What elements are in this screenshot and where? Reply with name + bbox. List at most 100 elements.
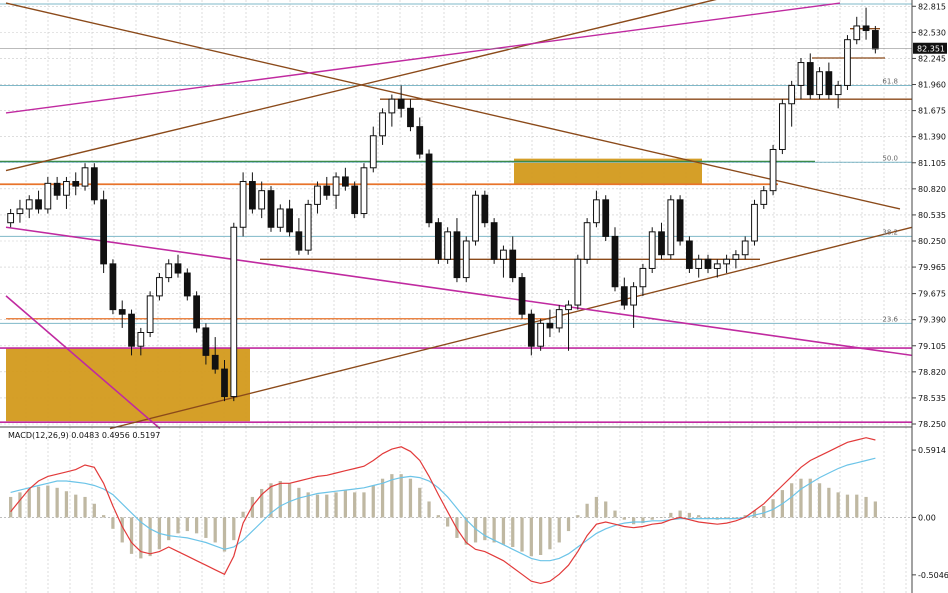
macd-histogram-bar-13 — [129, 517, 134, 554]
candle-2 — [25, 195, 33, 219]
macd-histogram-bar-84 — [790, 483, 794, 518]
candle-20 — [193, 291, 200, 333]
candle-body-1 — [16, 208, 24, 215]
macd-histogram-bar-90 — [845, 494, 850, 518]
candle-body-29 — [276, 208, 284, 228]
candle-body-82 — [769, 148, 777, 192]
candle-body-5 — [53, 182, 61, 196]
candle-body-6 — [63, 181, 70, 196]
macd-histogram-bar-38 — [362, 492, 366, 518]
candle-body-52 — [490, 222, 498, 260]
macd-histogram-bar-17 — [167, 517, 171, 541]
macd-histogram-bar-51 — [483, 517, 487, 541]
candle-7 — [72, 172, 80, 196]
price-tick-label-1: 82.530 — [918, 28, 946, 37]
candle-body-90 — [844, 39, 851, 86]
candle-13 — [128, 309, 135, 356]
macd-histogram-bar-57 — [539, 517, 543, 555]
candle-14 — [137, 327, 145, 356]
candle-body-33 — [314, 185, 321, 205]
candle-body-21 — [202, 327, 210, 356]
candle-88 — [825, 62, 833, 100]
macd-histogram-bar-64 — [604, 501, 608, 518]
candle-3 — [35, 190, 42, 214]
candle-71 — [667, 195, 675, 260]
macd-histogram-bar-59 — [557, 517, 561, 543]
price-tick-label-6: 81.105 — [918, 159, 946, 168]
macd-histogram-bar-40 — [380, 478, 385, 518]
candle-24 — [230, 222, 238, 402]
price-tick-label-10: 79.965 — [918, 263, 946, 272]
macd-histogram-bar-31 — [297, 487, 301, 518]
candle-57 — [537, 318, 545, 351]
fib-label-2: 38.2 — [882, 228, 898, 236]
price-tick-label-14: 78.820 — [918, 368, 946, 377]
candle-body-73 — [686, 240, 693, 269]
macd-histogram-bar-12 — [120, 517, 124, 543]
macd-histogram-bar-79 — [743, 515, 747, 518]
candle-55 — [518, 273, 526, 319]
candle-body-76 — [713, 263, 721, 269]
candle-body-14 — [137, 331, 145, 347]
candle-body-20 — [193, 295, 200, 329]
candle-36 — [341, 167, 349, 191]
candle-80 — [751, 199, 758, 246]
macd-histogram-bar-14 — [139, 517, 143, 559]
candle-body-62 — [583, 222, 591, 260]
price-tick-label-8: 80.535 — [918, 211, 946, 220]
ascending-channel-top-trendline — [5, 0, 717, 172]
candle-50 — [472, 190, 479, 246]
candle-34 — [323, 176, 331, 200]
macd-histogram-bar-86 — [808, 478, 812, 518]
candle-body-24 — [230, 226, 238, 398]
candle-42 — [397, 85, 405, 118]
candle-body-57 — [537, 322, 545, 347]
candle-62 — [583, 218, 591, 264]
candle-77 — [723, 254, 730, 274]
candle-body-49 — [462, 240, 470, 279]
candle-body-93 — [871, 30, 879, 50]
candle-93 — [871, 25, 879, 54]
candle-body-43 — [407, 107, 414, 128]
macd-histogram-bar-27 — [260, 488, 264, 518]
macd-histogram-bar-66 — [622, 517, 626, 520]
macd-histogram-bar-52 — [492, 517, 496, 543]
macd-histogram-bar-10 — [102, 515, 106, 518]
macd-histogram-bar-80 — [752, 510, 757, 518]
macd-tick-label-2: -0.5046 — [918, 571, 948, 580]
macd-histogram-bar-39 — [371, 485, 375, 518]
price-tick-label-3: 81.960 — [918, 81, 946, 90]
trendlines — [5, 0, 913, 430]
macd-histogram-bar-81 — [762, 506, 766, 518]
candle-6 — [63, 176, 70, 209]
macd-histogram-bar-8 — [83, 496, 87, 518]
macd-histogram-bar-92 — [864, 496, 868, 518]
candle-body-7 — [72, 181, 80, 187]
macd-histogram-bar-18 — [176, 517, 180, 534]
macd-histogram-bar-34 — [325, 494, 329, 518]
candle-body-2 — [25, 199, 33, 210]
horizontal-levels — [0, 3, 912, 423]
candle-body-34 — [323, 185, 331, 196]
candle-body-65 — [611, 235, 619, 288]
macd-histogram-bar-56 — [529, 517, 533, 557]
supply-zone — [514, 158, 702, 185]
macd-histogram-bar-63 — [594, 496, 599, 518]
macd-histogram-bar-73 — [687, 512, 692, 518]
candle-body-18 — [174, 263, 182, 274]
macd-histogram-bar-33 — [315, 494, 320, 518]
candle-body-11 — [109, 263, 117, 311]
macd-histogram-bar-58 — [548, 517, 552, 550]
candle-body-27 — [258, 190, 266, 210]
macd-histogram-bar-44 — [418, 487, 422, 518]
candle-body-59 — [555, 309, 563, 329]
candle-58 — [546, 309, 554, 338]
candle-body-67 — [630, 286, 637, 306]
candle-body-86 — [806, 62, 814, 96]
candle-body-61 — [574, 258, 582, 306]
candle-8 — [81, 163, 89, 191]
candle-65 — [611, 227, 619, 292]
candle-30 — [286, 199, 293, 237]
candle-body-68 — [639, 267, 647, 288]
candle-91 — [853, 16, 861, 45]
